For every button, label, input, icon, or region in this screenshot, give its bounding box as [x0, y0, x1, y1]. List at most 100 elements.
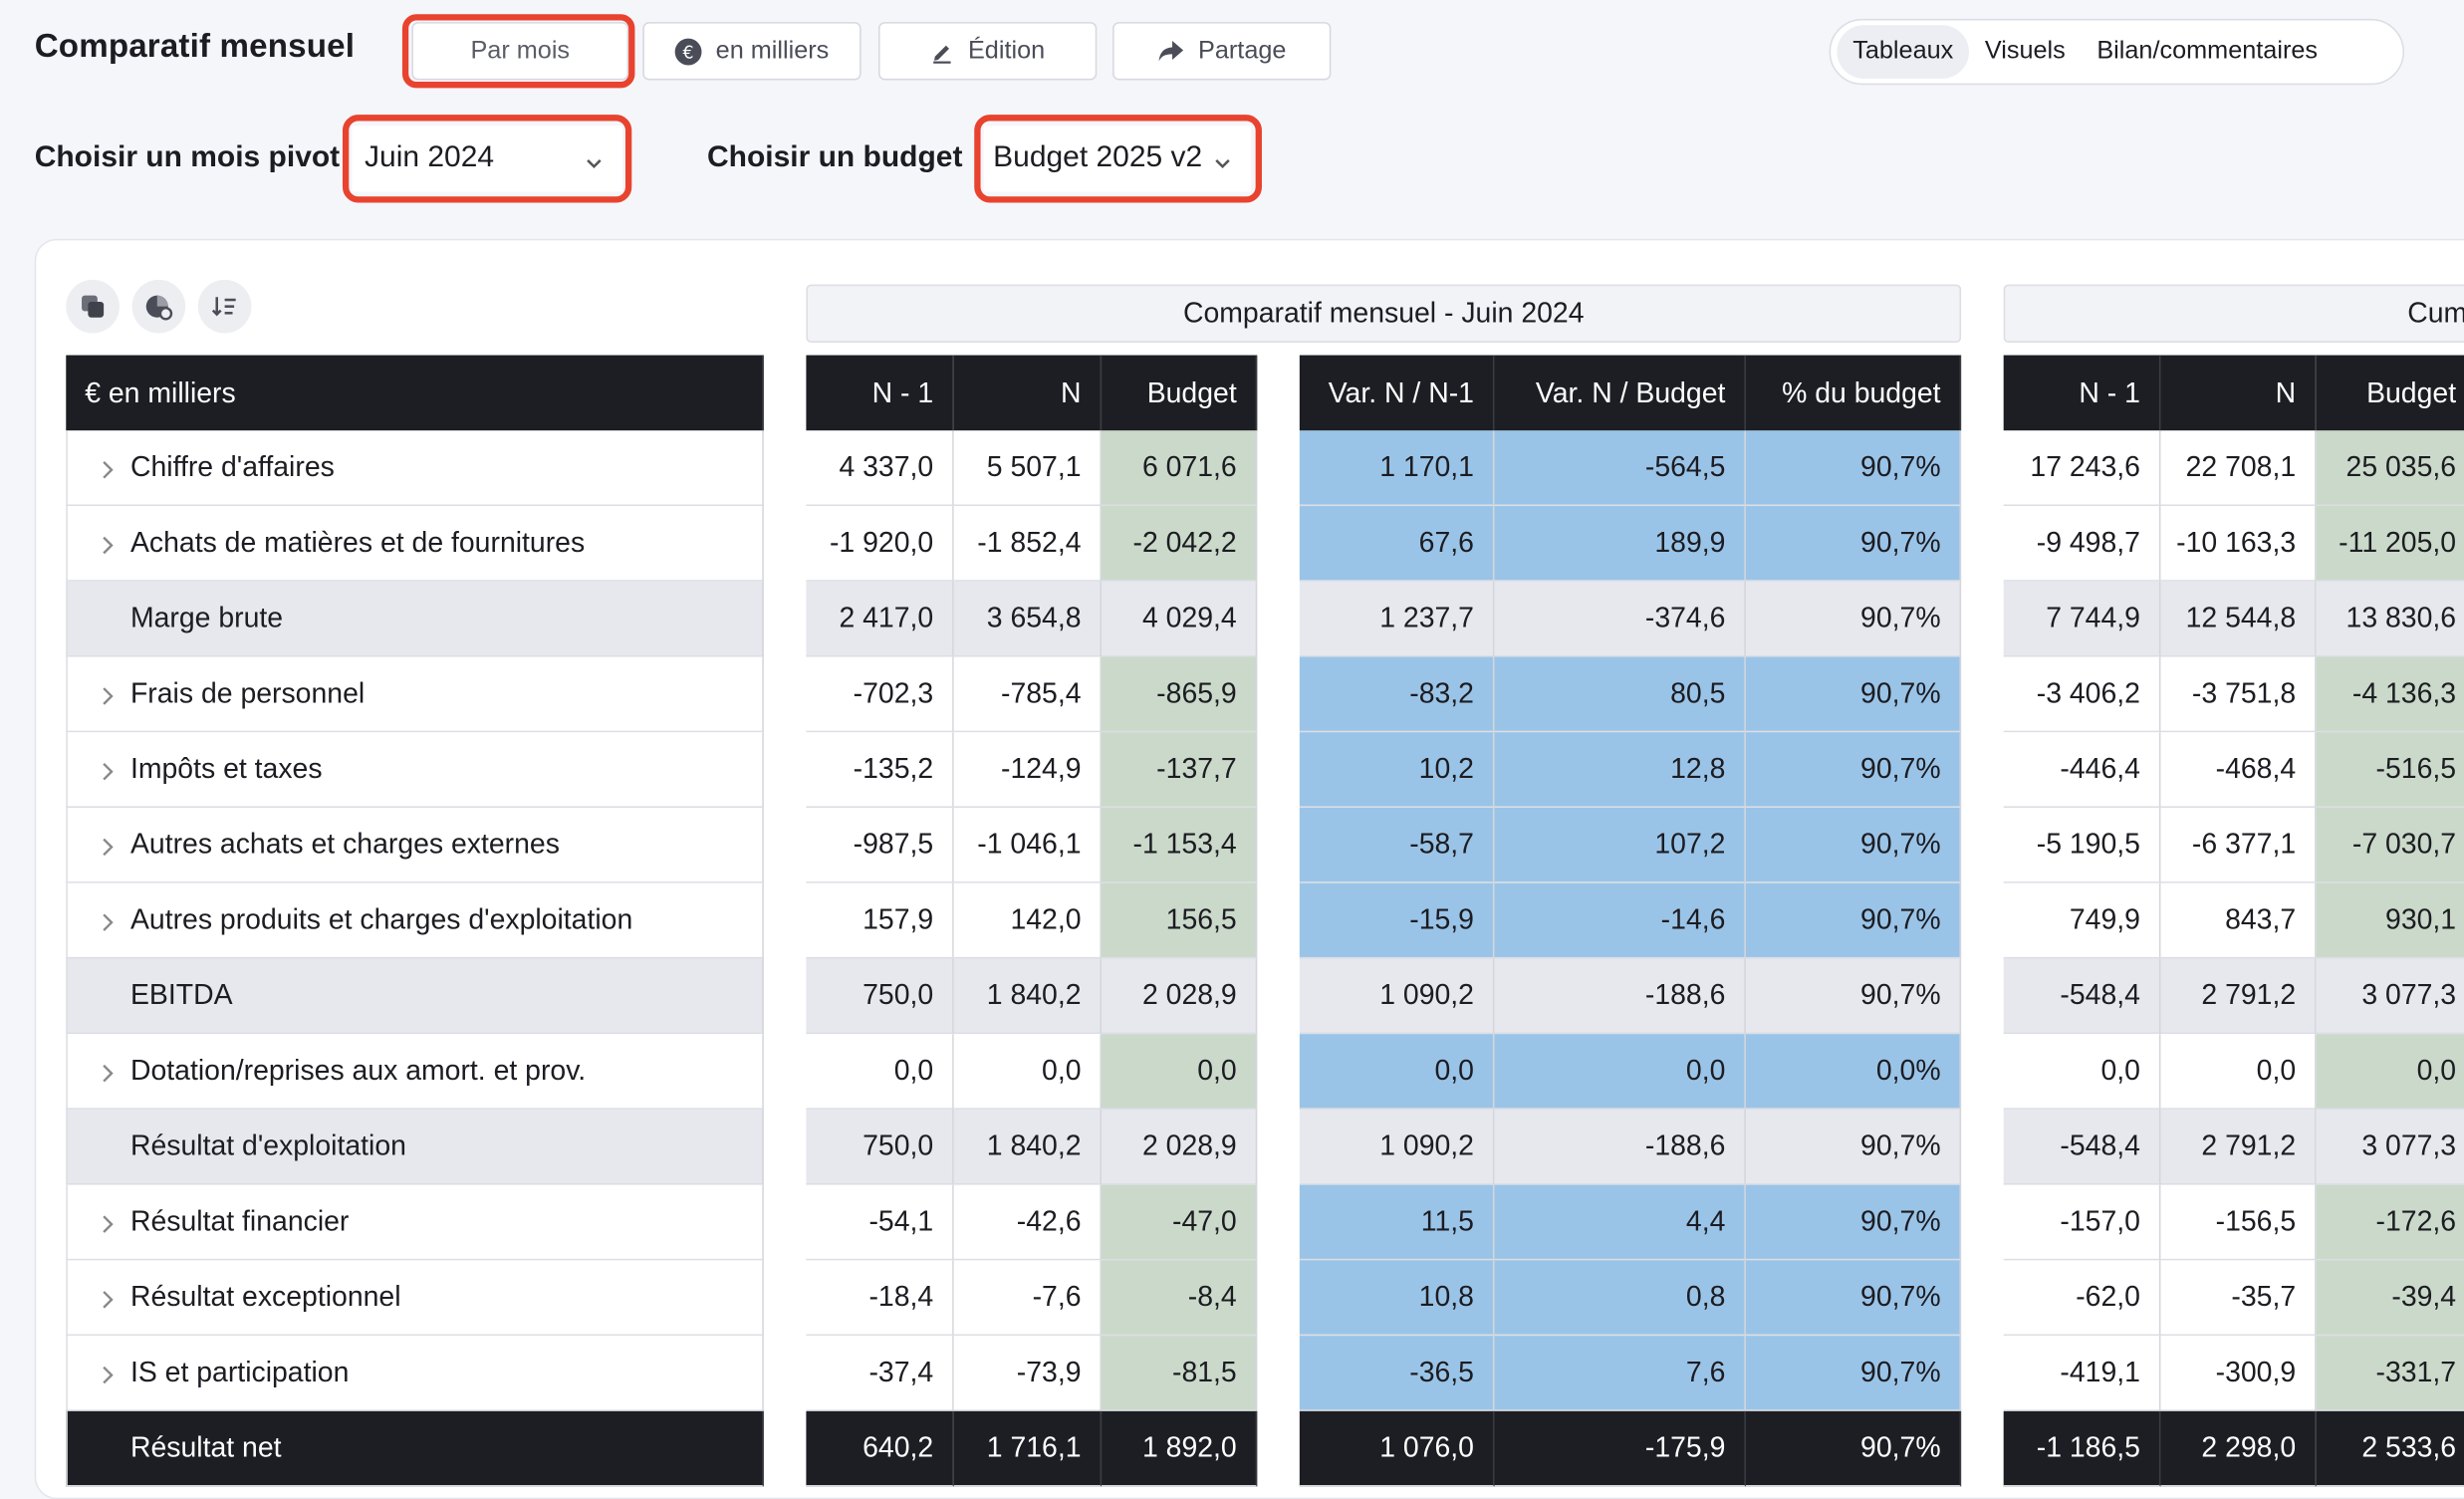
value-cell: -564,5 [1494, 430, 1746, 507]
row-label[interactable]: Chiffre d'affaires [66, 430, 764, 507]
euro-coin-icon: € [675, 37, 703, 65]
value-cell: -548,4 [2003, 958, 2161, 1035]
row-label[interactable]: Impôts et taxes [66, 732, 764, 808]
value-cell: 10,2 [1299, 732, 1495, 808]
value-cell: 1 170,1 [1299, 430, 1495, 507]
row-label[interactable]: Achats de matières et de fournitures [66, 506, 764, 582]
row-label-text: EBITDA [129, 978, 233, 1011]
value-cell: 13 830,6 [2316, 581, 2464, 657]
value-cell: 5 507,1 [953, 430, 1103, 507]
row-labels-column: € en milliers Chiffre d'affaires Achats de… [66, 355, 764, 1487]
row-label-text: IS et participation [129, 1356, 350, 1388]
value-cell: -7 030,7 [2316, 807, 2464, 883]
value-column: Var. N / N-1 1 170,1 67,6 1 237,7 -83,2 10,2-… [1299, 355, 1495, 1487]
value-cell: -468,4 [2160, 732, 2317, 808]
row-label[interactable]: IS et participation [66, 1336, 764, 1411]
value-cell: 90,7% [1745, 581, 1962, 657]
chevron-right-icon[interactable] [99, 456, 115, 489]
value-cell: -156,5 [2160, 1184, 2317, 1261]
value-cell: -157,0 [2003, 1184, 2161, 1261]
sort-lines-icon[interactable] [197, 279, 252, 334]
row-label[interactable]: Résultat exceptionnel [66, 1260, 764, 1337]
row-label[interactable]: Dotation/reprises aux amort. et prov. [66, 1034, 764, 1110]
row-label: EBITDA [66, 958, 764, 1035]
edition-button[interactable]: Édition [877, 22, 1098, 81]
value-cell: 0,0 [1102, 1034, 1258, 1110]
chevron-right-icon[interactable] [99, 1210, 115, 1243]
value-cell: 90,7% [1745, 1336, 1962, 1411]
value-cell: -62,0 [2003, 1260, 2161, 1337]
value-cell: -548,4 [2003, 1109, 2161, 1185]
chevron-right-icon[interactable] [99, 682, 115, 715]
row-label[interactable]: Résultat financier [66, 1184, 764, 1261]
chevron-right-icon[interactable] [99, 1286, 115, 1319]
chevron-right-icon[interactable] [99, 1361, 115, 1393]
row-label-text: Dotation/reprises aux amort. et prov. [129, 1054, 587, 1087]
chevron-right-icon[interactable] [99, 531, 115, 564]
value-cell: -10 163,3 [2160, 506, 2317, 582]
par-mois-button[interactable]: Par mois [411, 22, 629, 81]
value-cell: 90,7% [1745, 430, 1962, 507]
chart-settings-icon[interactable] [131, 279, 186, 334]
value-cell: -42,6 [953, 1184, 1103, 1261]
value-cell: -172,6 [2316, 1184, 2464, 1261]
value-cell: -1 920,0 [806, 506, 954, 582]
tab-bilan-commentaires[interactable]: Bilan/commentaires [2096, 37, 2319, 65]
pivot-month-select[interactable]: Juin 2024 [352, 125, 622, 192]
column-header: Budget [2316, 355, 2464, 431]
column-header: N [953, 355, 1103, 431]
value-cell: -9 498,7 [2003, 506, 2161, 582]
row-label[interactable]: Frais de personnel [66, 656, 764, 733]
row-label-text: Résultat net [129, 1431, 282, 1463]
value-cell: -188,6 [1494, 958, 1746, 1035]
value-cell: 142,0 [953, 882, 1103, 959]
value-cell: -785,4 [953, 656, 1103, 733]
value-cell: 90,7% [1745, 807, 1962, 883]
row-label-text: Achats de matières et de fournitures [129, 526, 586, 559]
value-cell: 4 029,4 [1102, 581, 1258, 657]
value-cell: 10,8 [1299, 1260, 1495, 1337]
value-cell: 2 417,0 [806, 581, 954, 657]
value-cell: 90,7% [1745, 958, 1962, 1035]
value-cell: -374,6 [1494, 581, 1746, 657]
value-cell: 3 077,3 [2316, 1109, 2464, 1185]
en-milliers-button[interactable]: € en milliers [642, 22, 862, 81]
chevron-right-icon[interactable] [99, 1059, 115, 1092]
copy-icon[interactable] [66, 279, 120, 334]
value-cell: -11 205,0 [2316, 506, 2464, 582]
budget-select[interactable]: Budget 2025 v2 [983, 125, 1251, 192]
value-cell: -73,9 [953, 1336, 1103, 1411]
value-cell: 157,9 [806, 882, 954, 959]
value-cell: 1 076,0 [1299, 1410, 1495, 1487]
chevron-right-icon[interactable] [99, 757, 115, 790]
value-cell: -2 042,2 [1102, 506, 1258, 582]
tab-tableaux[interactable]: Tableaux [1837, 25, 1970, 79]
value-cell: 749,9 [2003, 882, 2161, 959]
partage-button[interactable]: Partage [1112, 22, 1332, 81]
value-cell: 750,0 [806, 1109, 954, 1185]
value-cell: -35,7 [2160, 1260, 2317, 1337]
value-cell: 67,6 [1299, 506, 1495, 582]
value-cell: -137,7 [1102, 732, 1258, 808]
value-cell: -124,9 [953, 732, 1103, 808]
value-cell: 90,7% [1745, 1109, 1962, 1185]
row-label[interactable]: Autres produits et charges d'exploitatio… [66, 882, 764, 959]
row-label-text: Autres achats et charges externes [129, 828, 560, 861]
chevron-right-icon[interactable] [99, 908, 115, 941]
value-cell: -15,9 [1299, 882, 1495, 959]
value-column: Budget 6 071,6 -2 042,2 4 029,4 -865,9 -137,7… [1102, 355, 1258, 1487]
value-cell: 1 840,2 [953, 1109, 1103, 1185]
svg-text:€: € [683, 43, 694, 63]
value-cell: -6 377,1 [2160, 807, 2317, 883]
value-column: N 22 708,1 -10 163,3 12 544,8 -3 751,8 -468,4… [2160, 355, 2317, 1487]
value-cell: 1 090,2 [1299, 958, 1495, 1035]
tab-visuels[interactable]: Visuels [1984, 37, 2066, 65]
value-cell: 0,0 [953, 1034, 1103, 1110]
row-label[interactable]: Autres achats et charges externes [66, 807, 764, 883]
chevron-right-icon[interactable] [99, 833, 115, 866]
value-cell: -36,5 [1299, 1336, 1495, 1411]
app-root: Comparatif mensuel Par mois € en millier… [34, 14, 2464, 1499]
value-cell: 1 840,2 [953, 958, 1103, 1035]
share-arrow-icon [1157, 39, 1185, 64]
value-cell: 17 243,6 [2003, 430, 2161, 507]
